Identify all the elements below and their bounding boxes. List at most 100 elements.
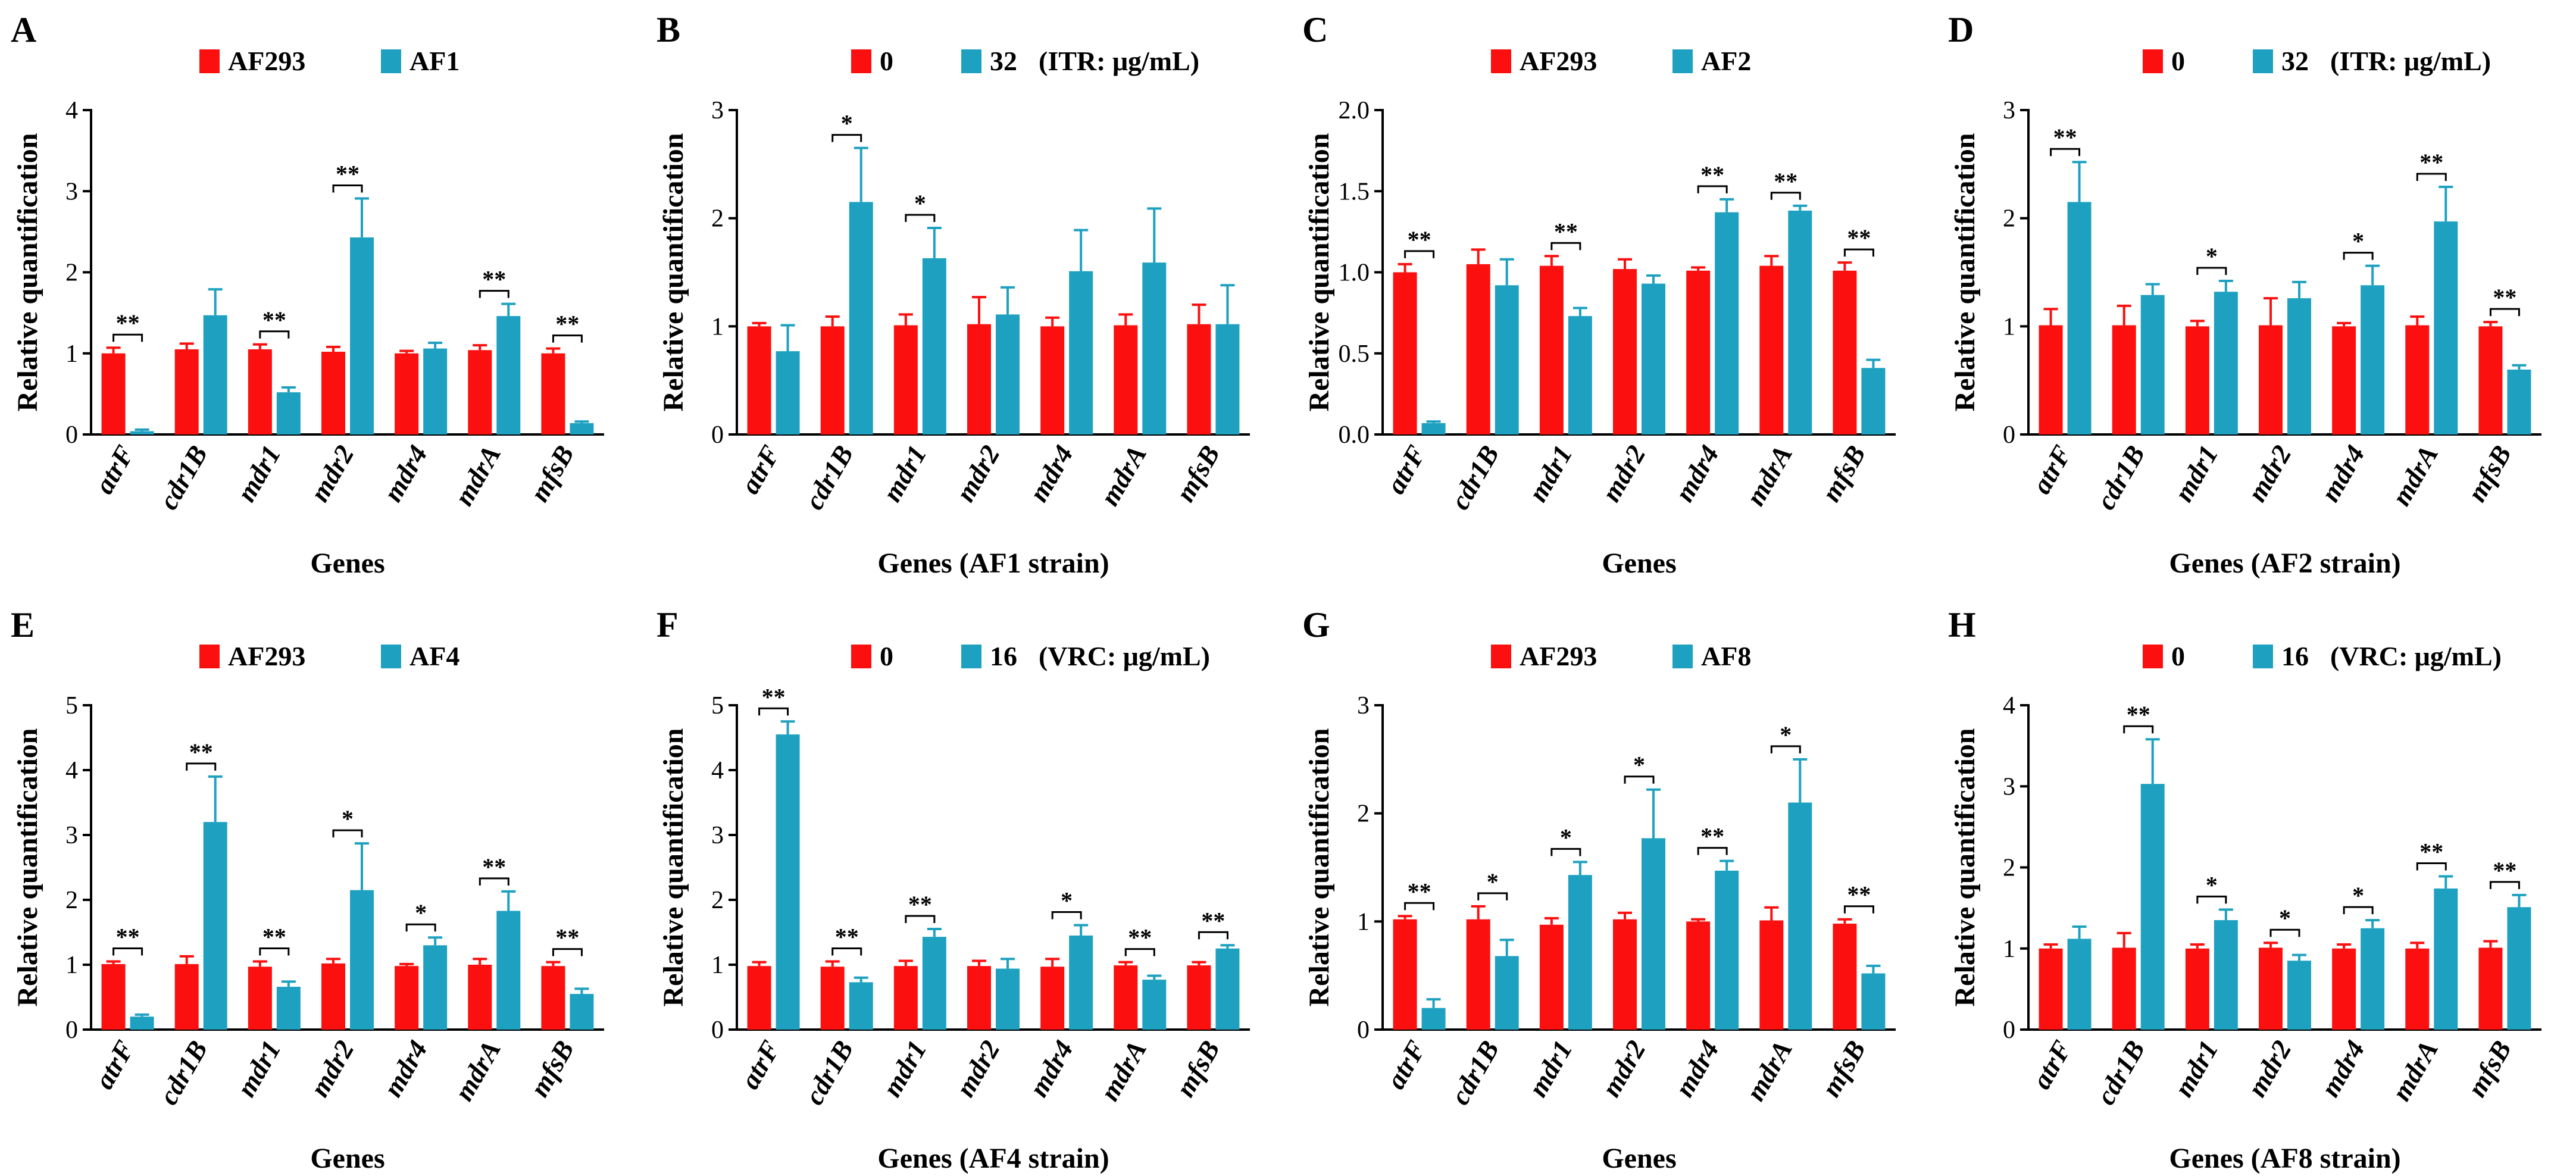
x-tick-label: mfsB [2461, 1036, 2517, 1102]
x-tick-label: mfsB [1815, 1036, 1871, 1102]
bar-16-cdr1B [849, 982, 873, 1030]
x-tick-label: mdr1 [877, 440, 933, 507]
y-tick-label: 2 [2003, 855, 2015, 882]
significance-bracket [332, 184, 363, 193]
x-tick-label: cdr1B [1445, 1036, 1505, 1110]
bar-32-cdr1B [2140, 295, 2165, 434]
x-axis-label: Genes (AF8 strain) [2169, 1143, 2400, 1174]
x-tick-label: mdr4 [1023, 440, 1079, 507]
bar-AF4-mdrA [496, 911, 521, 1030]
significance-bracket [2196, 267, 2227, 276]
significance-mark: ** [2493, 284, 2516, 311]
y-tick-label: 2.0 [1339, 97, 1370, 124]
bar-AF293-cdr1B [1466, 264, 1490, 434]
bar-0-mdrA [1114, 965, 1138, 1030]
y-tick-label: 0 [1357, 1017, 1370, 1044]
legend-swatch-AF4 [381, 645, 401, 668]
x-tick-label: mfsB [1170, 1036, 1226, 1102]
bar-0-mfsB [2478, 326, 2503, 434]
significance-bracket [1124, 948, 1155, 956]
significance-mark: * [1780, 721, 1792, 748]
legend: 0 16 (VRC: μg/mL) [2143, 641, 2502, 671]
significance-mark: * [914, 190, 926, 217]
bar-AF293-mdrA [468, 350, 492, 434]
y-tick-label: 1 [1357, 908, 1370, 936]
legend-swatch-AF293 [199, 49, 220, 73]
bar-16-mdr4 [1069, 935, 1093, 1030]
y-axis-label: Relative quantification [1303, 133, 1335, 412]
legend-swatch-0 [2143, 49, 2163, 73]
significance-bracket [186, 762, 217, 771]
bar-16-mdr4 [2361, 928, 2385, 1030]
significance-bracket [1770, 745, 1801, 753]
bar-AF1-mdr4 [423, 348, 448, 434]
bar-AF2-mdr2 [1642, 283, 1665, 434]
legend-label: AF293 [1520, 46, 1597, 76]
bar-AF8-mdr4 [1715, 870, 1739, 1030]
x-tick-label: atrF [734, 1036, 786, 1094]
y-tick-label: 2 [65, 259, 78, 287]
significance-bracket [1697, 185, 1728, 193]
bar-AF293-cdr1B [174, 349, 199, 434]
bar-AF2-mdrA [1788, 210, 1812, 434]
x-tick-label: mdr2 [2242, 1036, 2297, 1102]
y-tick-label: 0 [711, 1017, 724, 1044]
bar-32-mdr1 [922, 258, 946, 434]
bar-AF4-atrF [130, 1017, 154, 1030]
bar-AF293-mdr2 [321, 352, 345, 434]
legend-swatch-32 [2253, 49, 2273, 73]
bar-16-mdrA [1142, 980, 1167, 1030]
bar-AF293-mfsB [541, 966, 565, 1030]
significance-mark: * [2352, 228, 2364, 255]
significance-bracket [758, 707, 789, 716]
bar-16-cdr1B [2140, 784, 2165, 1030]
significance-bracket [2343, 252, 2374, 260]
significance-bracket [1550, 242, 1581, 251]
x-tick-label: mfsB [1815, 440, 1871, 507]
x-tick-label: mdr2 [1596, 440, 1652, 507]
bar-16-mdrA [2434, 888, 2458, 1030]
significance-mark: ** [555, 311, 579, 337]
legend-label: AF2 [1701, 46, 1751, 76]
bar-0-mdr2 [2259, 325, 2283, 434]
bar-AF2-mfsB [1861, 368, 1886, 434]
bar-0-cdr1B [820, 326, 845, 434]
x-tick-label: mdr4 [377, 1036, 433, 1102]
panel-label: D [1948, 10, 1974, 49]
x-tick-label: mdrA [2386, 1036, 2444, 1106]
significance-bracket [112, 333, 143, 342]
panel-label: H [1948, 605, 1976, 645]
significance-bracket [1697, 847, 1728, 855]
chart-panel-B: B 0 32 (ITR: μg/mL) 0 1 2 3 Relative quantificat… [656, 10, 1250, 579]
bar-16-atrF [2067, 939, 2092, 1030]
bar-AF1-mfsB [570, 423, 594, 434]
panel-label: E [11, 605, 35, 645]
bar-0-atrF [747, 326, 771, 434]
bar-AF293-mdr4 [1686, 270, 1711, 434]
significance-mark: ** [1847, 881, 1871, 908]
bar-0-mfsB [1187, 324, 1211, 434]
legend-swatch-AF293 [1491, 49, 1511, 73]
significance-bracket [479, 877, 509, 886]
x-tick-label: mdrA [1094, 1036, 1152, 1106]
x-tick-label: atrF [1380, 440, 1431, 499]
y-tick-label: 1 [2003, 313, 2015, 340]
bar-AF1-mdrA [496, 316, 521, 434]
significance-mark: * [2206, 871, 2218, 898]
x-tick-label: mdr2 [2242, 440, 2297, 507]
x-tick-label: mdrA [448, 1036, 507, 1106]
significance-mark: * [1487, 868, 1499, 895]
y-tick-label: 0 [711, 421, 724, 449]
y-tick-label: 4 [711, 757, 724, 784]
legend-suffix: (ITR: μg/mL) [1039, 46, 1199, 76]
legend: AF293 AF4 [199, 641, 459, 671]
x-tick-label: mdr2 [304, 1036, 360, 1102]
bar-0-atrF [2039, 948, 2063, 1030]
significance-bracket [2050, 148, 2081, 157]
bar-32-mfsB [2507, 370, 2531, 434]
significance-mark: ** [1774, 168, 1797, 195]
significance-mark: * [1061, 887, 1073, 914]
bar-AF293-mfsB [1833, 923, 1857, 1030]
significance-bracket [479, 290, 509, 298]
legend-label: AF4 [409, 641, 459, 671]
